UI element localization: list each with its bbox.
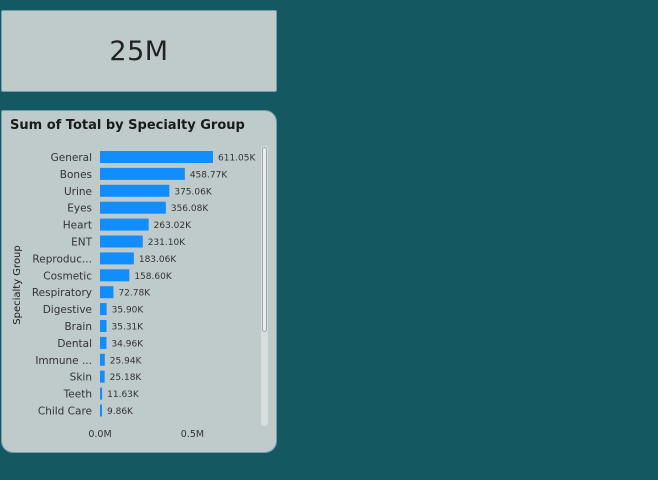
scrollbar-thumb[interactable]	[262, 147, 267, 332]
data-label: 458.77K	[190, 170, 228, 180]
data-label: 9.86K	[107, 407, 134, 417]
category-label: ENT	[71, 237, 92, 249]
bar[interactable]	[100, 252, 134, 265]
category-label: Skin	[70, 372, 92, 384]
category-label: Dental	[57, 338, 92, 350]
bar[interactable]	[100, 404, 102, 417]
category-label: Urine	[64, 186, 92, 198]
data-label: 34.96K	[111, 339, 144, 349]
y-axis-label: Specialty Group	[12, 245, 23, 325]
bar-chart: General 611.05K Bones 458.77K Urine 375.06K Ey…	[12, 151, 256, 440]
data-label: 11.63K	[107, 390, 140, 400]
category-label: Respiratory	[32, 287, 92, 299]
data-label: 231.10K	[148, 238, 186, 248]
data-label: 183.06K	[139, 255, 177, 265]
category-label: Brain	[64, 321, 92, 333]
bar[interactable]	[100, 387, 103, 400]
data-label: 35.31K	[112, 323, 145, 333]
data-label: 35.90K	[112, 306, 145, 316]
bar[interactable]	[100, 286, 114, 299]
bar[interactable]	[100, 151, 213, 163]
category-label: Reproduc...	[32, 253, 92, 265]
bar[interactable]	[100, 353, 105, 366]
category-label: General	[51, 152, 92, 164]
category-label: Heart	[63, 220, 92, 232]
data-label: 611.05K	[218, 154, 256, 164]
bar[interactable]	[100, 235, 143, 248]
bar[interactable]	[100, 336, 107, 349]
x-tick-label: 0.0M	[88, 429, 111, 440]
category-label: Teeth	[63, 389, 92, 401]
bar-chart-panel[interactable]: Sum of Total by Specialty Group General 6…	[1, 110, 277, 453]
category-label: Immune ...	[35, 355, 92, 367]
category-label: Bones	[60, 169, 92, 181]
data-label: 72.78K	[118, 289, 151, 299]
data-label: 25.94K	[110, 356, 143, 366]
bar[interactable]	[100, 218, 149, 231]
x-tick-label: 0.5M	[181, 429, 204, 440]
chart-scrollbar[interactable]	[261, 146, 268, 426]
kpi-card[interactable]: 25M	[1, 10, 277, 92]
bar[interactable]	[100, 303, 107, 316]
category-label: Digestive	[43, 304, 92, 316]
data-label: 263.02K	[154, 221, 192, 231]
bar[interactable]	[100, 269, 130, 282]
kpi-value: 25M	[109, 35, 169, 67]
data-label: 158.60K	[134, 272, 172, 282]
category-label: Eyes	[67, 203, 92, 215]
bar[interactable]	[100, 201, 166, 214]
bar[interactable]	[100, 167, 185, 180]
category-label: Child Care	[38, 406, 92, 418]
bar[interactable]	[100, 370, 105, 383]
bar[interactable]	[100, 320, 107, 332]
bar[interactable]	[100, 184, 170, 197]
data-label: 375.06K	[174, 187, 212, 197]
chart-title: Sum of Total by Specialty Group	[10, 118, 245, 133]
category-label: Cosmetic	[43, 270, 92, 282]
data-label: 25.18K	[110, 373, 143, 383]
data-label: 356.08K	[171, 204, 209, 214]
